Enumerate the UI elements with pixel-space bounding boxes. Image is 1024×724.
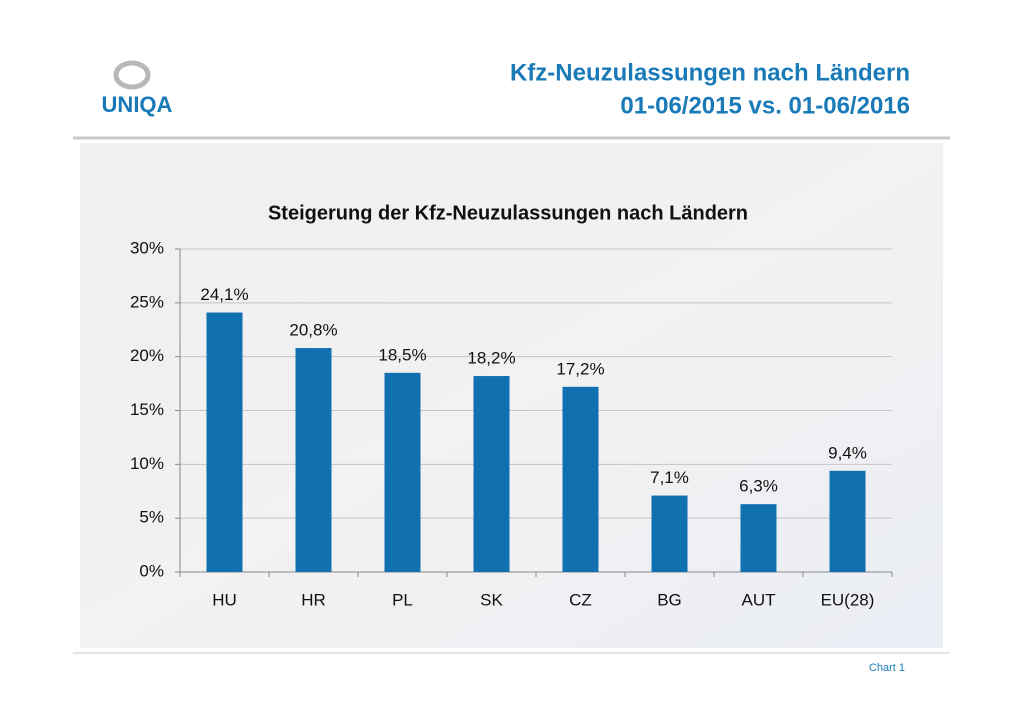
slide-title: Kfz-Neuzulassungen nach Ländern	[510, 59, 910, 86]
bar	[562, 386, 599, 572]
value-label: 18,5%	[378, 345, 426, 364]
x-tick-label: HR	[301, 590, 326, 609]
y-tick-label: 20%	[130, 346, 164, 365]
y-tick-label: 10%	[130, 454, 164, 473]
value-label: 18,2%	[467, 349, 515, 368]
value-label: 20,8%	[289, 321, 337, 340]
x-tick-label: PL	[392, 590, 413, 609]
bar	[384, 372, 421, 572]
y-tick-label: 30%	[130, 238, 164, 257]
bar	[473, 376, 510, 572]
y-tick-label: 15%	[130, 400, 164, 419]
bar	[295, 348, 332, 572]
bar	[206, 312, 243, 572]
logo: UNIQA	[102, 92, 173, 117]
chart-title: Steigerung der Kfz-Neuzulassungen nach L…	[268, 202, 748, 224]
y-tick-label: 5%	[139, 508, 164, 527]
x-tick-label: AUT	[742, 590, 776, 609]
x-tick-label: CZ	[569, 590, 592, 609]
x-tick-label: EU(28)	[821, 590, 875, 609]
bar	[740, 504, 777, 572]
bar	[829, 470, 866, 572]
value-label: 24,1%	[200, 285, 248, 304]
footer: Chart 1	[869, 662, 905, 674]
x-tick-label: SK	[480, 590, 503, 609]
slide-title: 01-06/2015 vs. 01-06/2016	[620, 92, 910, 119]
logo-mark	[113, 60, 151, 90]
value-label: 17,2%	[556, 359, 604, 378]
value-label: 6,3%	[739, 477, 778, 496]
value-label: 7,1%	[650, 468, 689, 487]
bar	[651, 495, 688, 572]
y-tick-label: 25%	[130, 292, 164, 311]
y-tick-label: 0%	[139, 561, 164, 580]
value-label: 9,4%	[828, 443, 867, 462]
x-tick-label: BG	[657, 590, 682, 609]
x-tick-label: HU	[212, 590, 237, 609]
